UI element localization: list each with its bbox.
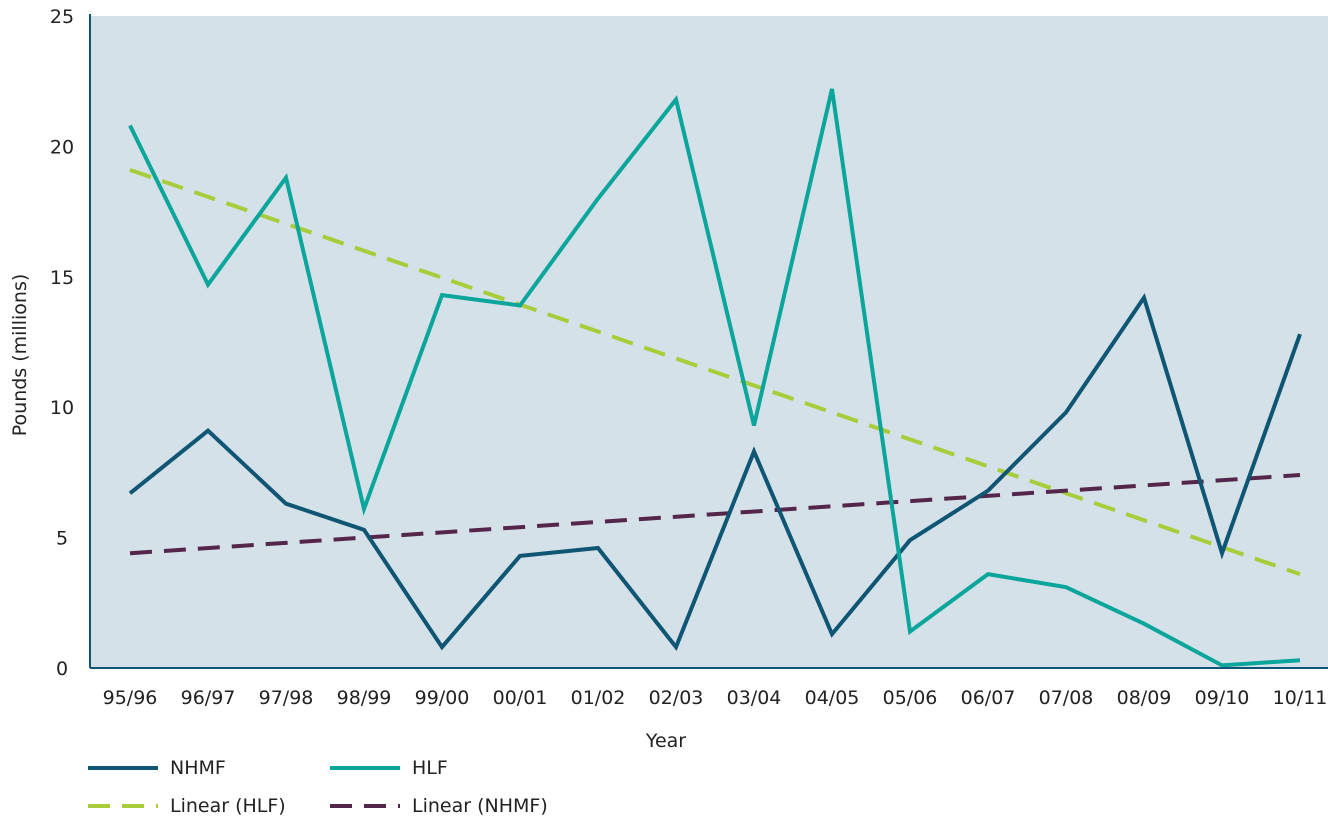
x-tick-label: 03/04 (727, 687, 782, 709)
plot-area-background (90, 16, 1328, 668)
x-tick-label: 97/98 (259, 687, 314, 709)
x-tick-label: 95/96 (103, 687, 158, 709)
y-tick-label: 10 (50, 397, 74, 419)
series-line-nhmf (128, 293, 1302, 652)
x-tick-label: 99/00 (415, 687, 470, 709)
x-tick-label: 01/02 (571, 687, 626, 709)
trendlines-layer (129, 167, 1301, 577)
y-tick-label: 20 (50, 136, 74, 158)
y-tick-labels: 0 5 10 15 20 25 (50, 6, 74, 680)
y-tick-label: 5 (56, 528, 68, 550)
trendline-linhlf (129, 167, 1301, 577)
x-tick-label: 98/99 (337, 687, 392, 709)
x-tick-label: 96/97 (181, 687, 236, 709)
legend-label-linear-hlf: Linear (HLF) (170, 795, 286, 817)
axes-layer (89, 14, 1328, 669)
y-tick-label: 0 (56, 658, 68, 680)
y-tick-label: 15 (50, 267, 74, 289)
legend-label-hlf: HLF (412, 757, 448, 779)
legend-label-nhmf: NHMF (170, 757, 226, 779)
trendline-linnhmf (129, 473, 1301, 556)
legend-label-linear-nhmf: Linear (NHMF) (412, 795, 548, 817)
x-tick-label: 02/03 (649, 687, 704, 709)
legend: NHMF HLF Linear (HLF) Linear (NHMF) (88, 757, 548, 817)
x-tick-label: 05/06 (883, 687, 938, 709)
x-tick-label: 08/09 (1117, 687, 1172, 709)
x-tick-label: 09/10 (1195, 687, 1250, 709)
y-tick-label: 25 (50, 6, 74, 28)
series-layer (128, 88, 1302, 668)
series-line-hlf (128, 88, 1301, 668)
x-tick-label: 06/07 (961, 687, 1016, 709)
x-tick-labels: 95/96 96/97 97/98 98/99 99/00 00/01 01/02 02/03… (103, 687, 1328, 709)
x-tick-label: 10/11 (1273, 687, 1328, 709)
y-axis-title: Pounds (millions) (9, 274, 31, 437)
x-tick-label: 07/08 (1039, 687, 1094, 709)
x-tick-label: 00/01 (493, 687, 548, 709)
x-axis-title: Year (645, 730, 686, 752)
x-tick-label: 04/05 (805, 687, 860, 709)
